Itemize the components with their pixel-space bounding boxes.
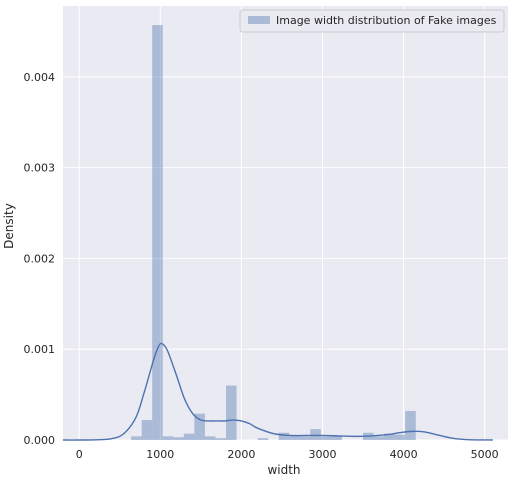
histogram-bar	[320, 436, 332, 440]
x-tick-label: 0	[76, 448, 83, 461]
histogram-bar	[173, 437, 184, 440]
histogram-bars	[131, 25, 416, 440]
histogram-bar	[331, 436, 342, 440]
histogram-bar	[394, 434, 406, 440]
histogram-bar	[204, 436, 216, 440]
x-tick-label: 3000	[308, 448, 336, 461]
plot-background	[63, 6, 508, 440]
histogram-bar	[215, 438, 226, 440]
histogram-bar	[194, 413, 205, 440]
legend: Image width distribution of Fake images	[239, 9, 505, 33]
x-tick-label: 5000	[471, 448, 499, 461]
histogram-bar	[162, 436, 174, 440]
legend-box	[239, 9, 505, 33]
x-axis-ticks: 0 1000 2000 3000 4000 5000	[76, 448, 499, 461]
legend-entry-label: Image width distribution of Fake images	[276, 14, 497, 27]
y-tick-label: 0.001	[24, 343, 56, 356]
legend-swatch	[248, 16, 270, 24]
histogram-bar	[289, 435, 300, 440]
histogram-bar	[278, 432, 290, 440]
histogram-bar	[384, 433, 395, 440]
histogram-bar	[310, 429, 321, 440]
histogram-bar	[257, 438, 269, 440]
grid-lines	[63, 6, 508, 441]
y-axis-ticks: 0.000 0.001 0.002 0.003 0.004	[24, 71, 56, 447]
x-tick-label: 2000	[227, 448, 255, 461]
kde-curve-layer	[62, 342, 493, 441]
y-tick-label: 0.002	[24, 252, 56, 265]
x-tick-label: 4000	[390, 448, 418, 461]
histogram-bar	[141, 420, 153, 440]
y-tick-label: 0.003	[24, 162, 56, 175]
y-axis-label: Density	[2, 203, 16, 249]
histogram-bar	[152, 25, 163, 440]
x-tick-label: 1000	[146, 448, 174, 461]
kde-curve	[62, 342, 493, 441]
y-tick-label: 0.000	[24, 434, 56, 447]
histogram-bar	[373, 436, 385, 440]
x-axis-label: width	[267, 463, 300, 477]
histogram-bar	[225, 385, 237, 440]
histogram-bar	[183, 433, 195, 440]
histogram-bar	[405, 410, 416, 440]
y-tick-label: 0.004	[24, 71, 56, 84]
histogram-bar	[299, 436, 311, 440]
histogram-bar	[131, 436, 142, 440]
